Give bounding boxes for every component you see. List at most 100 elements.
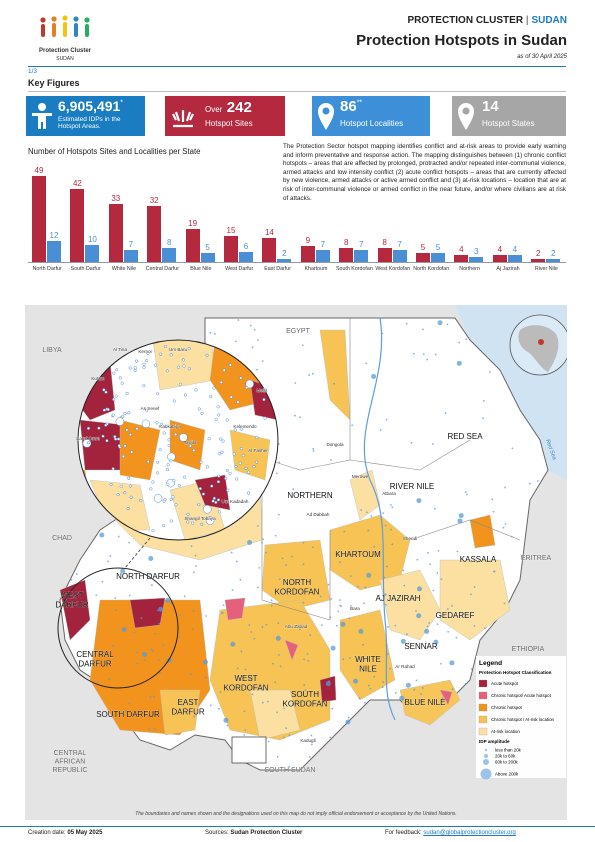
idp-dot: [303, 684, 306, 686]
idp-dot: [306, 653, 309, 655]
idp-dot: [209, 704, 212, 707]
value-label: 8: [166, 238, 172, 247]
idp-dot: [190, 545, 193, 548]
idp-dot: [510, 535, 513, 538]
idp-dot: [189, 673, 192, 676]
idp-dot: [503, 602, 506, 605]
idp-dot: [217, 474, 221, 478]
value-label: 10: [87, 234, 97, 244]
idp-dot: [294, 414, 296, 417]
idp-dot: [205, 516, 215, 525]
idp-dot: [142, 384, 146, 388]
idp-dot: [75, 573, 78, 575]
idp-dot: [158, 448, 162, 452]
idp-dot: [371, 373, 377, 379]
idp-dot: [234, 340, 237, 343]
idp-dot: [253, 328, 256, 331]
idp-dot: [99, 532, 105, 538]
idp-dot: [378, 594, 380, 597]
email-link[interactable]: sudan@globalprotectioncluster.org: [423, 830, 516, 836]
idp-dot: [275, 635, 281, 641]
idp-dot: [310, 734, 313, 737]
date: as of 30 April 2025: [517, 54, 567, 60]
value-label: 33: [111, 194, 121, 204]
locality-label: Atbara: [382, 491, 396, 496]
idp-dot: [101, 434, 105, 438]
idp-dot: [262, 538, 264, 541]
value-label: 49: [34, 166, 44, 176]
idp-dot: [86, 441, 91, 445]
idp-dot: [153, 728, 156, 730]
bar: [507, 255, 522, 262]
idp-dot: [270, 604, 273, 607]
idp-dot: [437, 320, 443, 326]
map-label: WEST: [234, 674, 257, 683]
idp-dot: [136, 651, 139, 654]
map-label: DARFUR: [78, 660, 112, 669]
value-label: 8: [382, 238, 387, 247]
idp-dot: [146, 351, 150, 356]
idp-dot: [385, 644, 388, 647]
idp-dot: [482, 399, 485, 402]
idp-dot: [128, 366, 132, 370]
value-label: 2: [282, 248, 287, 258]
idp-dot: [201, 492, 205, 496]
idp-dot: [205, 353, 209, 357]
kf-value: 6,905,491: [58, 98, 121, 114]
idp-dot: [239, 376, 243, 380]
idp-dot: [415, 679, 418, 682]
kf-value: 242: [226, 99, 252, 116]
idp-dot: [410, 442, 413, 444]
idp-dot: [148, 555, 154, 561]
value: 05 May 2025: [67, 830, 103, 836]
value-label: 5: [420, 243, 426, 253]
label: Sources:: [205, 830, 229, 836]
idp-dot: [266, 700, 269, 703]
bar: [300, 246, 315, 262]
legend-swatch: [478, 727, 488, 736]
idp-dot: [276, 755, 279, 758]
idp-dot: [163, 498, 167, 502]
kf-prefix: Over: [205, 105, 223, 114]
idp-dot: [239, 578, 242, 581]
legend-label: less than 20k: [495, 748, 522, 753]
idp-dot: [327, 583, 330, 586]
category-column: 5 5 North Kordofan: [412, 160, 450, 290]
idp-dot: [382, 681, 385, 684]
category-label: White Nile: [111, 266, 137, 272]
idp-dot: [301, 344, 304, 347]
idp-dot: [275, 472, 278, 475]
bar: [162, 248, 177, 262]
idp-dot: [476, 561, 479, 563]
idp-dot: [339, 604, 342, 607]
idp-dot: [152, 695, 155, 698]
idp-dot: [197, 407, 201, 411]
idp-dot: [115, 368, 119, 372]
idp-dot: [149, 487, 153, 491]
idp-dot: [274, 534, 277, 537]
idp-dot: [182, 704, 184, 706]
idp-dot: [153, 363, 158, 367]
idp-dot: [253, 637, 256, 640]
idp-dot: [222, 368, 226, 372]
idp-dot: [400, 638, 406, 644]
idp-dot: [152, 649, 154, 652]
bar: [546, 258, 561, 262]
idp-dot: [390, 528, 393, 531]
idp-dot: [197, 502, 201, 507]
idp-dot: [169, 498, 173, 502]
idp-dot: [135, 359, 139, 363]
value-label: 7: [397, 239, 402, 249]
map-label: ETHIOPIA: [512, 646, 545, 653]
locality-label: Kutum: [91, 376, 104, 381]
idp-dot: [194, 388, 198, 392]
idp-dot: [426, 358, 429, 361]
kf-note: *: [120, 99, 124, 107]
idp-dot: [187, 347, 191, 351]
idp-dot: [367, 684, 370, 687]
map-label: CENTRAL: [54, 750, 87, 757]
idp-dot: [473, 586, 476, 588]
idp-dot: [270, 599, 273, 602]
idp-dot: [353, 678, 359, 684]
idp-dot: [366, 511, 368, 514]
